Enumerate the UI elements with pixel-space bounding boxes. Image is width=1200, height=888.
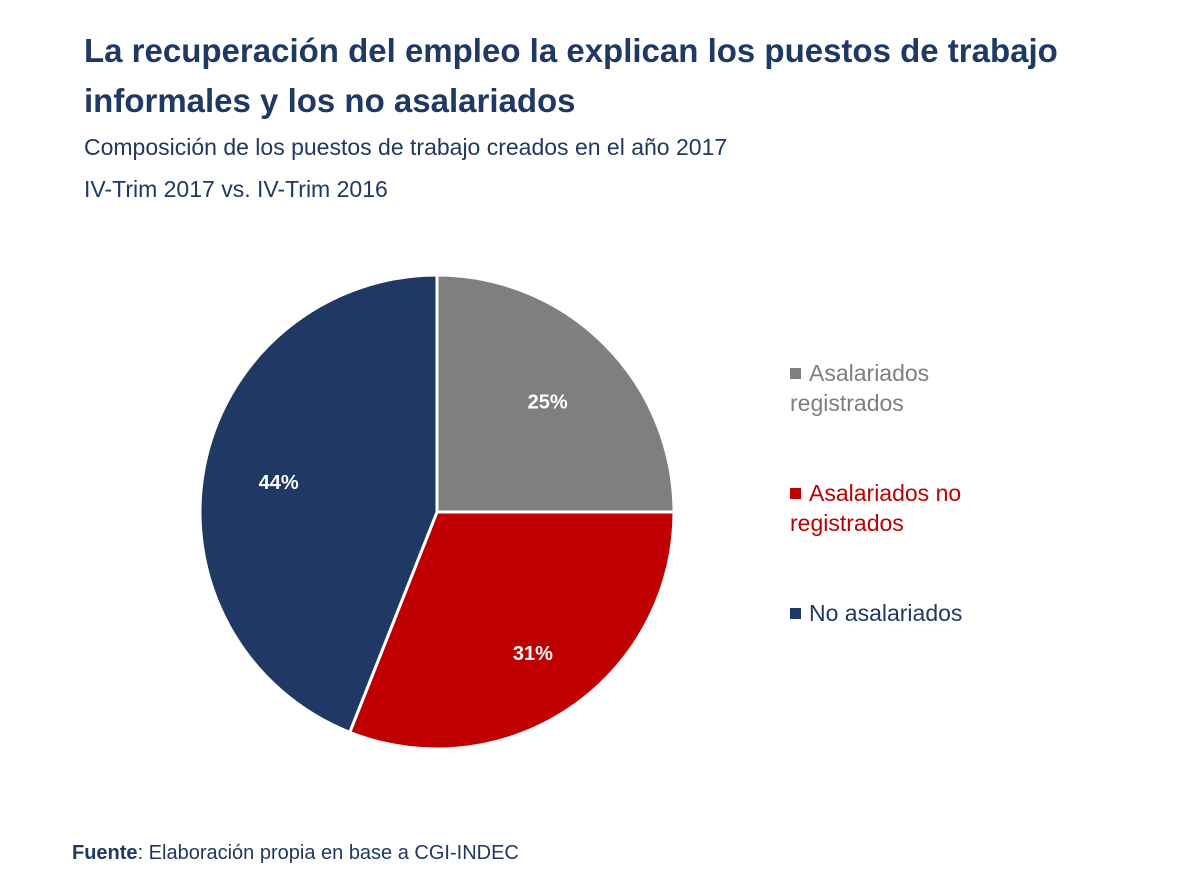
pie-slice-asalariados-no-registrados xyxy=(347,510,676,751)
pie-slice-no-asalariados xyxy=(198,273,439,735)
source-note: Fuente: Elaboración propia en base a CGI… xyxy=(72,842,519,865)
chart-subtitle: Composición de los puestos de trabajo cr… xyxy=(84,134,728,160)
legend-item-asalariados-no-registrados: Asalariados no registrados xyxy=(790,478,990,538)
legend-swatch xyxy=(790,368,801,379)
legend-label: No asalariados xyxy=(809,600,963,626)
legend-swatch xyxy=(790,488,801,499)
legend-swatch xyxy=(790,608,801,619)
source-text: : Elaboración propia en base a CGI-INDEC xyxy=(137,842,519,864)
data-label: 25% xyxy=(528,391,568,413)
pie-slice-asalariados-registrados xyxy=(435,273,676,514)
data-label: 31% xyxy=(513,643,553,665)
legend-label: Asalariados registrados xyxy=(790,360,930,416)
legend-item-asalariados-registrados: Asalariados registrados xyxy=(790,358,980,418)
legend-label: Asalariados no registrados xyxy=(790,480,962,536)
source-label: Fuente xyxy=(72,842,138,864)
legend-item-no-asalariados: No asalariados xyxy=(790,598,1050,628)
data-label: 44% xyxy=(259,472,299,494)
chart-title: La recuperación del empleo la explican l… xyxy=(84,32,1058,119)
chart-period: IV-Trim 2017 vs. IV-Trim 2016 xyxy=(84,176,388,202)
